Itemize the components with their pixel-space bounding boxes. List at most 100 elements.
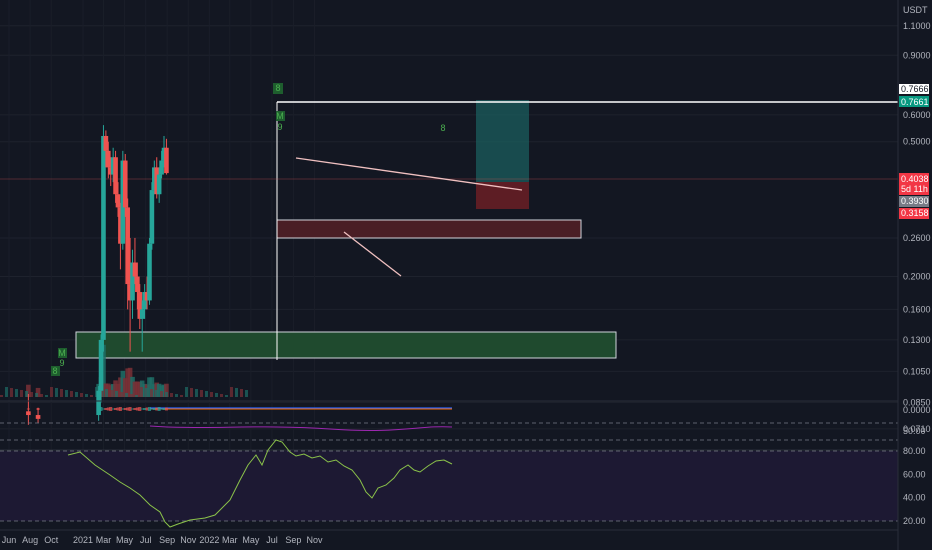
- price-tick-label: 0.1300: [903, 335, 931, 345]
- volume-bar: [5, 387, 8, 397]
- volume-bar: [135, 395, 138, 397]
- price-tick-label: 0.1600: [903, 304, 931, 314]
- candle-body: [159, 161, 164, 175]
- volume-bar: [235, 388, 238, 397]
- candle-body: [147, 244, 152, 301]
- volume-bar: [115, 391, 118, 397]
- candle-body: [125, 207, 130, 284]
- volume-bar: [50, 387, 53, 397]
- price-tag-upper-green: 0.7661: [901, 97, 929, 107]
- time-tick-label: Aug: [22, 535, 38, 545]
- volume-bar: [195, 389, 198, 397]
- support-zone[interactable]: [76, 332, 616, 358]
- volume-bar: [240, 389, 243, 397]
- price-tag-lower-red: 0.3158: [901, 208, 929, 218]
- time-tick-label: Sep: [285, 535, 301, 545]
- marker-m-left: M: [58, 348, 66, 358]
- volume-bar: [85, 394, 88, 397]
- candle-body: [36, 415, 41, 419]
- volume-bar: [210, 392, 213, 397]
- volume-bar: [65, 390, 68, 397]
- volume-bar: [20, 390, 23, 397]
- price-tick-label: 0.2600: [903, 233, 931, 243]
- volume-bar: [55, 388, 58, 397]
- volume-bar: [0, 395, 3, 397]
- volume-bar: [30, 392, 33, 397]
- rsi-tick-label: 20.00: [903, 516, 926, 526]
- volume-bar: [215, 393, 218, 397]
- candle-body: [133, 263, 138, 277]
- candle-body: [157, 175, 162, 195]
- candle-body: [104, 136, 109, 151]
- time-tick-label: 2022: [199, 535, 219, 545]
- price-tag-countdown: 5d 11h: [901, 184, 928, 194]
- rsi-tick-label: 60.00: [903, 469, 926, 479]
- macd-zero-tick: 0.0000: [903, 405, 931, 415]
- volume-bar: [170, 393, 173, 397]
- candle-body: [123, 161, 128, 208]
- price-tick-label: 0.5000: [903, 137, 931, 147]
- candle-body: [164, 148, 169, 173]
- candle-body: [101, 136, 106, 340]
- marker-8-right: 8: [440, 123, 445, 133]
- volume-bar: [130, 394, 133, 397]
- time-tick-label: May: [242, 535, 260, 545]
- marker-8-left: 8: [52, 366, 57, 376]
- time-tick-label: 2021: [73, 535, 93, 545]
- macd-histogram-bar: [165, 408, 168, 411]
- volume-bar: [180, 395, 183, 397]
- price-tick-label: 0.9000: [903, 50, 931, 60]
- price-tag-current: 0.4038: [901, 174, 929, 184]
- price-tag-grey: 0.3930: [901, 196, 929, 206]
- volume-bar: [90, 395, 93, 397]
- volume-bar: [35, 393, 38, 397]
- rsi-tick-label: 40.00: [903, 493, 926, 503]
- volume-bar: [225, 395, 228, 397]
- time-tick-label: Sep: [159, 535, 175, 545]
- price-tick-label: 1.1000: [903, 21, 931, 31]
- marker-9-top: 9: [277, 122, 282, 132]
- candle-body: [116, 194, 121, 207]
- time-tick-label: Oct: [44, 535, 59, 545]
- volume-bar: [145, 388, 148, 397]
- volume-bar: [245, 390, 248, 397]
- price-tick-label: 0.1050: [903, 366, 931, 376]
- volume-bar: [105, 389, 108, 397]
- candle-body: [26, 411, 31, 415]
- volume-bar: [200, 390, 203, 397]
- rsi-band: [0, 451, 898, 521]
- volume-bar: [185, 387, 188, 397]
- time-tick-label: Nov: [307, 535, 324, 545]
- volume-bar: [15, 389, 18, 397]
- time-tick-label: May: [116, 535, 134, 545]
- price-tag-upper-white: 0.7666: [901, 84, 929, 94]
- time-tick-label: Jul: [140, 535, 152, 545]
- rsi-tick-label: 80.00: [903, 446, 926, 456]
- long-position-loss-zone[interactable]: [476, 182, 529, 209]
- volume-bar: [205, 391, 208, 397]
- price-tick-label: 0.2000: [903, 272, 931, 282]
- long-position-profit-zone[interactable]: [476, 100, 529, 182]
- resistance-zone[interactable]: [277, 220, 581, 238]
- time-tick-label: Jul: [266, 535, 278, 545]
- time-tick-label: Nov: [180, 535, 197, 545]
- volume-bar: [75, 392, 78, 397]
- time-tick-label: Mar: [96, 535, 112, 545]
- macd-histogram-bar: [37, 408, 40, 410]
- candle-body: [140, 309, 145, 318]
- marker-m-top: M: [276, 111, 284, 121]
- volume-bar: [80, 393, 83, 397]
- volume-bar: [45, 395, 48, 397]
- macd-histogram-bar: [27, 409, 30, 410]
- volume-bar: [190, 388, 193, 397]
- volume-bar: [60, 389, 63, 397]
- volume-bar: [25, 391, 28, 397]
- volume-bar: [150, 389, 153, 397]
- candle-body: [99, 340, 104, 391]
- candle-body: [96, 391, 101, 415]
- volume-bar: [110, 390, 113, 397]
- marker-9-left: 9: [59, 358, 64, 368]
- time-tick-label: Mar: [222, 535, 238, 545]
- volume-bar: [155, 390, 158, 397]
